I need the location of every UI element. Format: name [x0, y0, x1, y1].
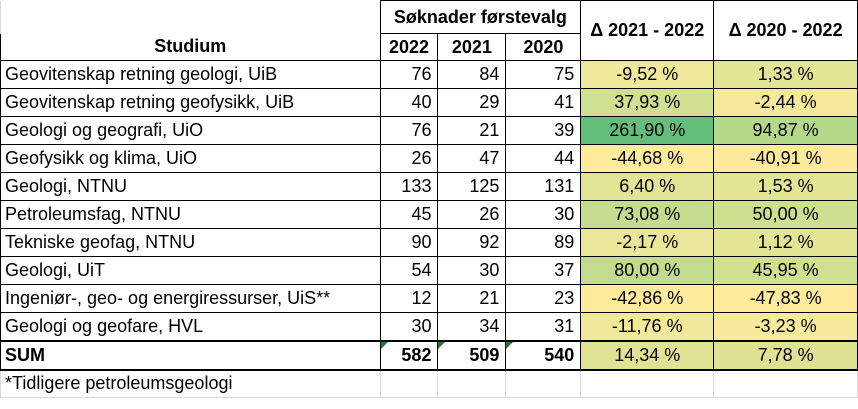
value-2021: 26	[437, 200, 507, 229]
sum-2022: 582	[379, 339, 439, 371]
delta-2021-2022: -9,52 %	[580, 60, 715, 89]
table-row: Geovitenskap retning geofysikk, UiB 40 29 4…	[0, 88, 858, 117]
delta-2021-2022: -11,76 %	[580, 312, 715, 341]
study-name: Geologi, NTNU	[0, 172, 381, 201]
sum-delta-2021-2022: 14,34 %	[580, 339, 715, 371]
value-2021: 29	[437, 88, 507, 117]
empty-cell	[713, 369, 858, 398]
header-year-2020: 2020	[505, 33, 582, 61]
study-name: Geovitenskap retning geofysikk, UiB	[0, 88, 381, 117]
value-2022: 133	[379, 172, 439, 201]
table-row: Ingeniør-, geo- og energiressurser, UiS*…	[0, 284, 858, 313]
delta-2020-2022: -2,44 %	[713, 88, 858, 117]
value-2022: 40	[379, 88, 439, 117]
study-name: Ingeniør-, geo- og energiressurser, UiS*…	[0, 284, 381, 313]
delta-2021-2022: 261,90 %	[580, 116, 715, 145]
sum-row: SUM 582 509 540 14,34 % 7,78 %	[0, 339, 858, 371]
table-row: Geofysikk og klima, UiO 26 47 44 -44,68 % -40…	[0, 144, 858, 173]
value-2022: 54	[379, 256, 439, 285]
value-2022: 76	[379, 60, 439, 89]
study-name: Geovitenskap retning geologi, UiB	[0, 60, 381, 89]
value-2020: 89	[505, 228, 582, 257]
delta-2020-2022: 50,00 %	[713, 200, 858, 229]
delta-2020-2022: 45,95 %	[713, 256, 858, 285]
value-2020: 41	[505, 88, 582, 117]
delta-2020-2022: 1,53 %	[713, 172, 858, 201]
delta-2020-2022: 1,33 %	[713, 60, 858, 89]
sum-2020: 540	[505, 339, 582, 371]
value-2021: 84	[437, 60, 507, 89]
delta-2021-2022: -44,68 %	[580, 144, 715, 173]
study-name: Tekniske geofag, NTNU	[0, 228, 381, 257]
table-row: Geologi og geofare, HVL 30 34 31 -11,76 % -3,…	[0, 312, 858, 341]
header-blank-cell	[0, 0, 381, 34]
empty-cell	[505, 369, 582, 398]
table-row: Geovitenskap retning geologi, UiB 76 84 75-…	[0, 60, 858, 89]
table-row: Geologi, NTNU 133 125 131 6,40 % 1,53 %	[0, 172, 858, 201]
delta-2020-2022: -40,91 %	[713, 144, 858, 173]
empty-cell	[437, 369, 507, 398]
value-2022: 12	[379, 284, 439, 313]
value-2021: 21	[437, 284, 507, 313]
sum-delta-2020-2022: 7,78 %	[713, 339, 858, 371]
value-2021: 125	[437, 172, 507, 201]
table-row: Petroleumsfag, NTNU 45 26 30 73,08 % 50,00 %	[0, 200, 858, 229]
value-2022: 45	[379, 200, 439, 229]
delta-2020-2022: -47,83 %	[713, 284, 858, 313]
study-name: Geologi og geografi, UiO	[0, 116, 381, 145]
value-2020: 37	[505, 256, 582, 285]
delta-2021-2022: 73,08 %	[580, 200, 715, 229]
header-study: Studium	[0, 33, 381, 61]
delta-2021-2022: -42,86 %	[580, 284, 715, 313]
value-2021: 92	[437, 228, 507, 257]
delta-2021-2022: 6,40 %	[580, 172, 715, 201]
table-row: Geologi og geografi, UiO 76 21 39 261,90 % 94…	[0, 116, 858, 145]
value-2020: 44	[505, 144, 582, 173]
applications-table: Søknader førstevalg Δ 2021 - 2022 Δ 2020…	[0, 0, 858, 398]
value-2020: 39	[505, 116, 582, 145]
value-2020: 75	[505, 60, 582, 89]
sum-label: SUM	[0, 339, 381, 371]
value-2021: 34	[437, 312, 507, 341]
footnote: *Tidligere petroleumsgeologi	[0, 369, 381, 398]
delta-2021-2022: -2,17 %	[580, 228, 715, 257]
study-name: Petroleumsfag, NTNU	[0, 200, 381, 229]
value-2022: 26	[379, 144, 439, 173]
delta-2021-2022: 37,93 %	[580, 88, 715, 117]
table-row: Tekniske geofag, NTNU 90 92 89 -2,17 % 1,12 %	[0, 228, 858, 257]
delta-2020-2022: -3,23 %	[713, 312, 858, 341]
header-delta-2020-2022: Δ 2020 - 2022	[713, 0, 858, 61]
value-2020: 30	[505, 200, 582, 229]
value-2022: 76	[379, 116, 439, 145]
value-2021: 47	[437, 144, 507, 173]
value-2022: 30	[379, 312, 439, 341]
header-delta-2021-2022: Δ 2021 - 2022	[580, 0, 715, 61]
study-name: Geologi og geofare, HVL	[0, 312, 381, 341]
study-name: Geologi, UiT	[0, 256, 381, 285]
delta-2020-2022: 94,87 %	[713, 116, 858, 145]
empty-cell	[580, 369, 715, 398]
study-name: Geofysikk og klima, UiO	[0, 144, 381, 173]
value-2021: 21	[437, 116, 507, 145]
sum-2021: 509	[437, 339, 507, 371]
value-2022: 90	[379, 228, 439, 257]
table-row: Geologi, UiT 54 30 37 80,00 % 45,95 %	[0, 256, 858, 285]
empty-cell	[380, 369, 439, 398]
value-2021: 30	[437, 256, 507, 285]
value-2020: 23	[505, 284, 582, 313]
value-2020: 131	[505, 172, 582, 201]
header-year-2021: 2021	[437, 33, 507, 61]
delta-2020-2022: 1,12 %	[713, 228, 858, 257]
value-2020: 31	[505, 312, 582, 341]
header-year-2022: 2022	[379, 33, 439, 61]
delta-2021-2022: 80,00 %	[580, 256, 715, 285]
header-group-label: Søknader førstevalg	[379, 0, 582, 34]
footnote-row: *Tidligere petroleumsgeologi	[0, 369, 858, 398]
